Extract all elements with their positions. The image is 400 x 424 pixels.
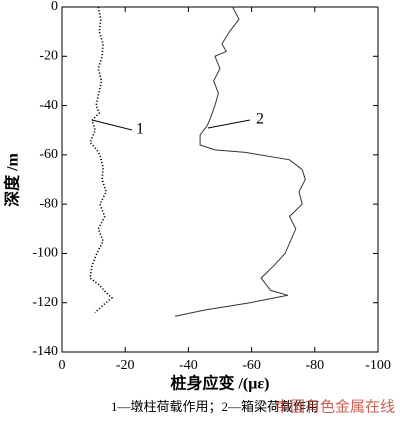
data-line <box>174 6 306 317</box>
data-line <box>89 6 114 314</box>
leader-line <box>207 119 251 129</box>
series-label: 2 <box>256 111 264 128</box>
series-label: 1 <box>136 121 144 138</box>
x-tick-label: -100 <box>365 358 391 373</box>
y-tick-label: -120 <box>32 295 58 310</box>
watermark: 中国有色金属在线 <box>275 398 395 415</box>
y-tick-label: 0 <box>51 0 58 14</box>
x-tick-label: -40 <box>179 358 198 373</box>
x-tick-label: -60 <box>242 358 261 373</box>
y-tick-label: -100 <box>32 246 58 261</box>
x-axis-label: 桩身应变 /(με) <box>170 374 269 393</box>
x-tick-label: 0 <box>59 358 66 373</box>
caption: 1—墩柱荷载作用；2—箱梁荷载作用 <box>111 399 319 415</box>
leader-line <box>91 119 133 131</box>
y-axis-label: 深度 /m <box>3 152 22 206</box>
x-tick-label: -20 <box>116 358 135 373</box>
y-tick-label: -140 <box>32 344 58 359</box>
y-tick-label: -20 <box>39 49 58 64</box>
plot-frame <box>61 6 379 353</box>
y-tick-label: -60 <box>39 147 58 162</box>
y-tick-label: -40 <box>39 98 58 113</box>
x-tick-label: -80 <box>305 358 324 373</box>
y-tick-label: -80 <box>39 196 58 211</box>
